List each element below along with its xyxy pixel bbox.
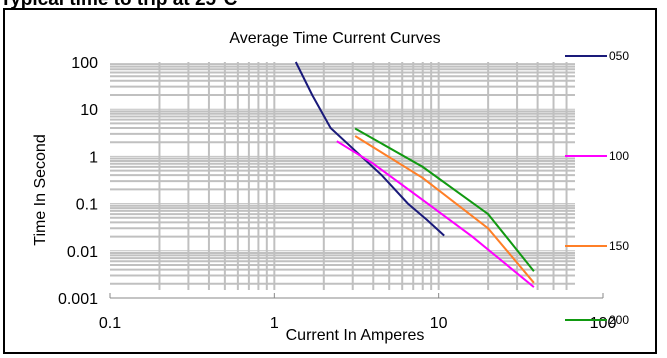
x-tick-label: 1 bbox=[270, 315, 279, 332]
y-tick-label: 10 bbox=[80, 102, 98, 119]
x-tick-label: 0.1 bbox=[99, 315, 121, 332]
legend-label-200: 200 bbox=[609, 313, 629, 327]
series-line-150 bbox=[354, 135, 535, 284]
y-tick-label: 0.1 bbox=[76, 197, 98, 214]
y-tick-label: 1 bbox=[89, 149, 98, 166]
legend-label-050: 050 bbox=[609, 49, 629, 63]
x-axis-title: Current In Amperes bbox=[286, 327, 425, 344]
chart-title: Average Time Current Curves bbox=[229, 30, 440, 47]
y-axis-title: Time In Second bbox=[32, 134, 49, 245]
page-heading: Typical time to trip at 25°C bbox=[0, 0, 237, 11]
x-tick-label: 10 bbox=[430, 315, 448, 332]
y-tick-label: 100 bbox=[71, 55, 98, 72]
series-line-050 bbox=[294, 61, 445, 237]
chart-series bbox=[294, 61, 535, 288]
legend-label-150: 150 bbox=[609, 239, 629, 253]
y-tick-label: 0.01 bbox=[67, 244, 98, 261]
tcc-chart: 0.1 1 10 100 100 10 1 0.1 0.01 0.001 050 100 150 200… bbox=[32, 30, 629, 344]
chart-grid bbox=[110, 62, 575, 299]
legend-label-100: 100 bbox=[609, 149, 629, 163]
chart-legend: 050 100 150 200 bbox=[565, 49, 629, 327]
series-line-200 bbox=[354, 127, 535, 272]
series-line-100 bbox=[336, 140, 535, 288]
chart-frame: 0.1 1 10 100 100 10 1 0.1 0.01 0.001 050 100 150 200… bbox=[3, 8, 657, 354]
y-tick-label: 0.001 bbox=[58, 291, 98, 308]
